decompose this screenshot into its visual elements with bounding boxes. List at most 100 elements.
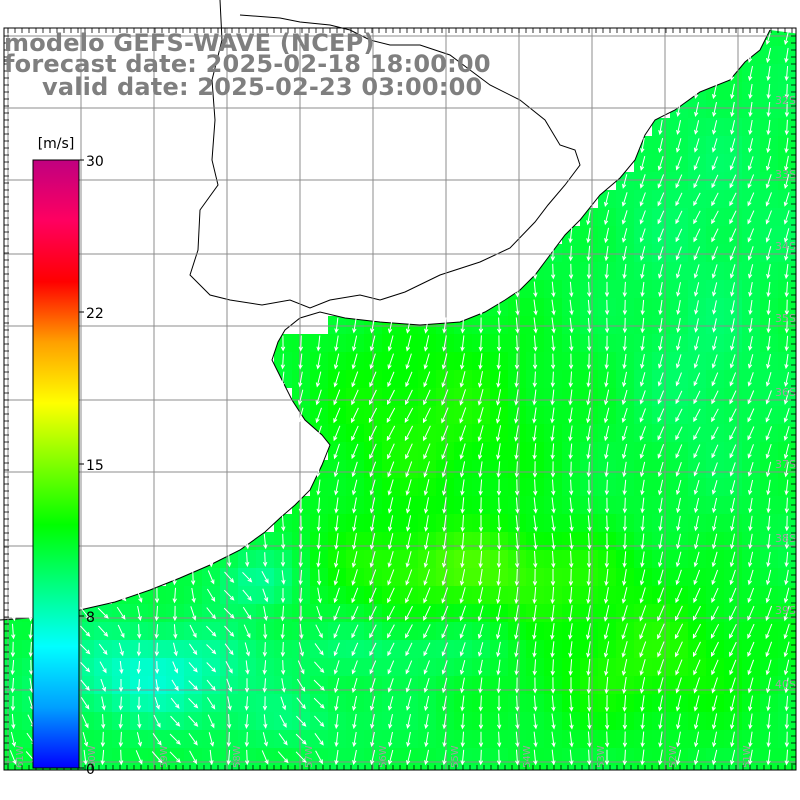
wind-arrow bbox=[550, 677, 556, 694]
wind-arrow bbox=[569, 335, 574, 352]
lat-label-32s: 32S bbox=[775, 94, 796, 107]
wind-arrow bbox=[551, 515, 556, 532]
wind-arrow bbox=[298, 353, 303, 370]
wind-arrow bbox=[693, 174, 701, 189]
wind-arrow bbox=[765, 426, 772, 441]
colorbar-tick-0: 0 bbox=[86, 762, 95, 778]
wind-arrow bbox=[621, 623, 628, 640]
wind-arrow bbox=[404, 407, 414, 424]
wind-arrow bbox=[10, 677, 15, 694]
wind-arrow bbox=[369, 461, 377, 478]
wind-arrow bbox=[11, 713, 16, 730]
wind-arrow bbox=[711, 587, 719, 603]
wind-arrow bbox=[693, 390, 701, 405]
wind-arrow bbox=[80, 697, 90, 710]
wind-arrow bbox=[693, 246, 701, 261]
wind-arrow bbox=[783, 390, 790, 405]
wind-arrow bbox=[299, 623, 304, 640]
wind-arrow bbox=[227, 551, 232, 568]
wind-arrow bbox=[729, 264, 736, 279]
wind-arrow bbox=[568, 568, 574, 587]
wind-arrow bbox=[658, 497, 663, 514]
wind-arrow bbox=[622, 353, 627, 370]
wind-arrow bbox=[711, 390, 719, 405]
wind-arrow bbox=[296, 678, 306, 692]
wind-arrow bbox=[657, 408, 665, 423]
wind-arrow bbox=[783, 192, 790, 207]
wind-arrow bbox=[604, 479, 610, 496]
wind-arrow bbox=[11, 605, 16, 622]
wind-arrow bbox=[423, 389, 431, 406]
wind-arrow bbox=[206, 679, 216, 691]
wind-arrow bbox=[370, 749, 376, 766]
wind-arrow bbox=[423, 353, 430, 370]
wind-arrow bbox=[406, 515, 412, 532]
wind-arrow bbox=[369, 425, 377, 442]
wind-arrow bbox=[351, 660, 358, 675]
wind-arrow bbox=[711, 606, 719, 621]
wind-arrow bbox=[242, 606, 252, 620]
wind-arrow bbox=[586, 587, 591, 605]
wind-arrow bbox=[693, 713, 700, 730]
wind-arrow bbox=[658, 119, 663, 136]
wind-arrow bbox=[515, 335, 520, 352]
wind-arrow bbox=[603, 641, 610, 658]
wind-arrow bbox=[351, 587, 359, 604]
wind-arrow bbox=[550, 586, 555, 605]
wind-arrow bbox=[352, 497, 357, 514]
wind-arrow bbox=[352, 749, 357, 766]
wind-arrow bbox=[676, 300, 681, 316]
wind-arrow bbox=[622, 371, 627, 388]
wind-arrow bbox=[496, 568, 501, 587]
wind-arrow bbox=[586, 353, 592, 370]
wind-arrow bbox=[587, 497, 592, 514]
wind-arrow bbox=[675, 390, 683, 405]
wind-arrow bbox=[587, 713, 592, 730]
wind-arrow bbox=[622, 263, 627, 280]
wind-arrow bbox=[514, 479, 520, 496]
wind-arrow bbox=[316, 353, 321, 370]
wind-arrow bbox=[333, 353, 340, 370]
wind-arrow bbox=[639, 426, 646, 441]
wind-arrow bbox=[639, 390, 646, 405]
wind-arrow bbox=[747, 228, 755, 243]
wind-arrow bbox=[387, 551, 394, 568]
wind-arrow bbox=[550, 569, 556, 587]
wind-arrow bbox=[640, 533, 645, 550]
wind-arrow bbox=[172, 587, 177, 604]
wind-speed-cell bbox=[400, 766, 418, 770]
wind-arrow bbox=[369, 335, 376, 352]
wind-arrow bbox=[693, 228, 701, 243]
wind-arrow bbox=[10, 659, 15, 676]
wind-arrow bbox=[766, 551, 771, 568]
wind-arrow bbox=[784, 29, 790, 46]
wind-arrow bbox=[298, 515, 304, 532]
wind-arrow bbox=[533, 281, 538, 298]
wind-arrow bbox=[369, 624, 377, 639]
wind-arrow bbox=[550, 245, 556, 262]
wind-arrow bbox=[586, 407, 591, 424]
wind-arrow bbox=[532, 263, 538, 280]
wind-arrow bbox=[459, 587, 466, 604]
wind-arrow bbox=[137, 624, 142, 639]
wind-arrow bbox=[495, 605, 502, 622]
wind-arrow bbox=[604, 551, 610, 569]
wind-arrow bbox=[550, 425, 555, 442]
wind-arrow bbox=[459, 659, 466, 675]
wind-speed-cell bbox=[310, 766, 328, 770]
wind-arrow bbox=[586, 568, 591, 587]
wind-arrow bbox=[694, 318, 699, 333]
wind-speed-cell bbox=[508, 766, 526, 770]
wind-arrow bbox=[243, 624, 251, 639]
wind-arrow bbox=[766, 677, 772, 694]
wind-arrow bbox=[281, 678, 286, 693]
wind-arrow bbox=[369, 443, 377, 460]
wind-arrow bbox=[515, 515, 520, 532]
wind-arrow bbox=[640, 137, 645, 154]
wind-arrow bbox=[694, 336, 700, 351]
wind-arrow bbox=[639, 443, 646, 459]
wind-arrow bbox=[245, 533, 250, 550]
wind-arrow bbox=[298, 587, 303, 604]
wind-speed-cell bbox=[418, 766, 436, 770]
wind-arrow bbox=[351, 353, 358, 370]
